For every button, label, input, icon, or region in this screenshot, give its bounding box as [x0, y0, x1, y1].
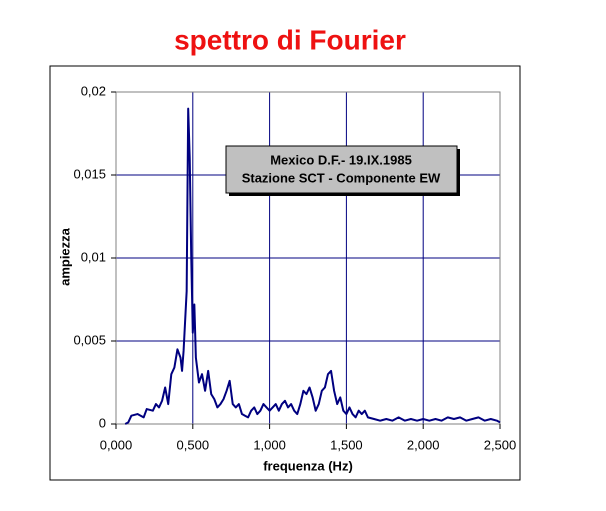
x-tick-label: 2,000 — [407, 437, 440, 452]
spectrum-line — [124, 107, 501, 425]
ticks: 0 0,005 0,01 0,015 0,02 0,000 0,500 1,000 1,500 2… — [73, 83, 516, 452]
y-axis-label: ampiezza — [57, 227, 72, 286]
annotation-line: Stazione SCT - Componente EW — [242, 170, 441, 185]
x-tick-label: 2,500 — [484, 437, 517, 452]
x-tick-label: 1,500 — [330, 437, 363, 452]
x-tick-label: 0,000 — [100, 437, 133, 452]
annotation-box — [225, 145, 458, 194]
x-tick-label: 0,500 — [177, 437, 210, 452]
chart-title: spettro di Fourier — [174, 24, 406, 55]
y-tick-label: 0,02 — [81, 83, 106, 98]
y-tick-label: 0 — [99, 415, 106, 430]
annotation-line: Mexico D.F.- 19.IX.1985 — [270, 152, 412, 167]
y-tick-label: 0,015 — [73, 166, 106, 181]
x-tick-label: 1,000 — [253, 437, 286, 452]
chart-frame — [49, 65, 521, 481]
y-tick-label: 0,005 — [73, 332, 106, 347]
annotation: Mexico D.F.- 19.IX.1985 Stazione SCT - C… — [225, 145, 460, 196]
marks — [124, 107, 501, 425]
x-axis-label: frequenza (Hz) — [263, 458, 353, 473]
y-tick-label: 0,01 — [81, 249, 106, 264]
grid — [115, 91, 501, 425]
